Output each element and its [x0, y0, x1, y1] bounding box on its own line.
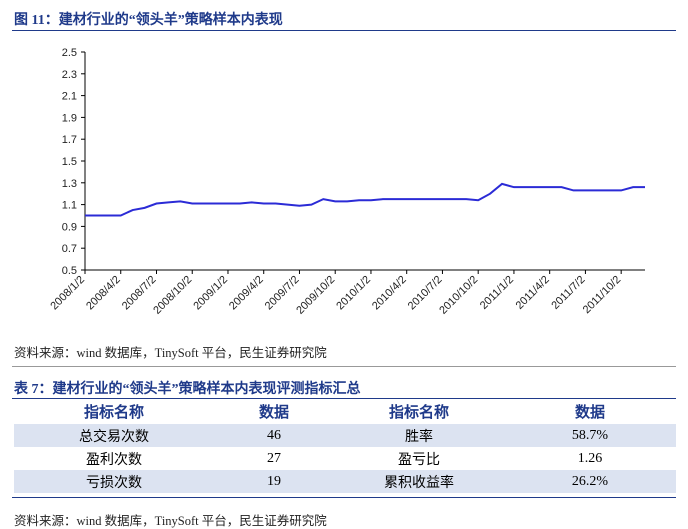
- table-rule: [12, 497, 676, 498]
- caption-rule: [12, 398, 676, 399]
- x-tick-label: 2009/10/2: [294, 274, 337, 317]
- header-cell: 指标名称: [83, 404, 144, 421]
- x-tick-label: 2009/4/2: [227, 274, 266, 313]
- x-tick-label: 2011/4/2: [514, 274, 552, 312]
- table-row: 亏损次数 19 累积收益率 26.2%: [14, 470, 676, 493]
- caption-rule: [12, 30, 676, 31]
- table-cell: 累积收益率: [334, 470, 504, 493]
- x-tick-label: 2008/10/2: [151, 274, 194, 317]
- x-tick-label: 2008/4/2: [84, 274, 123, 313]
- table-cell: 胜率: [334, 424, 504, 447]
- x-tick-label: 2008/1/2: [48, 274, 87, 313]
- y-tick-label: 1.9: [62, 112, 77, 124]
- table-cell: 1.26: [577, 450, 603, 466]
- x-tick-label: 2011/10/2: [581, 274, 624, 317]
- header-cell: 指标名称: [388, 404, 449, 421]
- line-series: [85, 182, 645, 217]
- header-row: 指标名称 数据 指标名称 数据: [14, 398, 676, 424]
- y-tick-label: 1.3: [62, 178, 77, 190]
- y-tick-label: 2.5: [62, 47, 77, 59]
- x-tick-label: 2010/1/2: [334, 274, 373, 313]
- header-cell: 数据: [258, 404, 289, 421]
- y-tick-label: 0.9: [62, 221, 77, 233]
- y-tick-label: 1.1: [62, 200, 77, 212]
- table-cell: 19: [214, 470, 334, 493]
- header-cell: 数据: [574, 404, 605, 421]
- x-tick-label: 2010/10/2: [437, 274, 480, 317]
- x-tick-label: 2010/4/2: [370, 274, 409, 313]
- table-cell: 盈亏比: [398, 452, 440, 468]
- table-caption: 表 7：建材行业的“领头羊”策略样本内表现评测指标汇总: [14, 382, 361, 397]
- y-tick-label: 0.7: [62, 243, 77, 255]
- table-cell: 27: [267, 450, 281, 466]
- table-cell: 盈利次数: [86, 452, 142, 468]
- table-cell: 亏损次数: [14, 470, 214, 493]
- x-tick-label: 2011/1/2: [478, 274, 516, 312]
- table-cell: 26.2%: [504, 470, 676, 493]
- table-body: 总交易次数 46 胜率 58.7% 盈利次数 27 盈亏比 1.26 亏损次数 19 累积收益率 26…: [14, 424, 676, 493]
- figure-source: 资料来源：wind 数据库，TinySoft 平台，民生证券研究院: [14, 346, 327, 360]
- table-cell: 46: [214, 424, 334, 447]
- y-tick-label: 2.3: [62, 69, 77, 81]
- y-tick-label: 0.5: [62, 265, 77, 277]
- x-tick-label: 2009/1/2: [191, 274, 230, 313]
- table: 指标名称 数据 指标名称 数据 总交易次数 46 胜率 58.7% 盈利次数 27 盈亏比 1…: [14, 398, 676, 493]
- chart: 0.5 0.7 0.9 1.1 1.3 1.5 1.7 1.9 2.1 2.3 2.5 2008/1/…: [48, 47, 645, 317]
- table-cell: 总交易次数: [14, 424, 214, 447]
- y-tick-label: 1.7: [62, 134, 77, 146]
- table-row: 盈利次数 27 盈亏比 1.26: [14, 447, 676, 470]
- y-tick-label: 2.1: [62, 91, 77, 103]
- table-source: 资料来源：wind 数据库，TinySoft 平台，民生证券研究院: [14, 514, 327, 528]
- figure-caption: 图 11：建材行业的“领头羊”策略样本内表现: [14, 13, 283, 28]
- table-cell: 58.7%: [504, 424, 676, 447]
- table-row: 总交易次数 46 胜率 58.7%: [14, 424, 676, 447]
- separator: [12, 366, 676, 367]
- y-tick-label: 1.5: [62, 156, 77, 168]
